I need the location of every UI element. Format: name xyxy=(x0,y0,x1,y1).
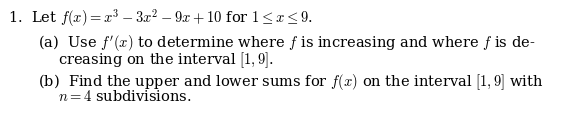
Text: (b)  Find the upper and lower sums for $f(x)$ on the interval $[1, 9]$ with: (b) Find the upper and lower sums for $f… xyxy=(38,72,544,92)
Text: 1.  Let $f(x) = x^3 - 3x^2 - 9x + 10$ for $1 \leq x \leq 9$.: 1. Let $f(x) = x^3 - 3x^2 - 9x + 10$ for… xyxy=(8,7,312,29)
Text: (a)  Use $f'(x)$ to determine where $f$ is increasing and where $f$ is de-: (a) Use $f'(x)$ to determine where $f$ i… xyxy=(38,33,536,53)
Text: $n = 4$ subdivisions.: $n = 4$ subdivisions. xyxy=(58,89,191,104)
Text: creasing on the interval $[1, 9]$.: creasing on the interval $[1, 9]$. xyxy=(58,50,274,70)
